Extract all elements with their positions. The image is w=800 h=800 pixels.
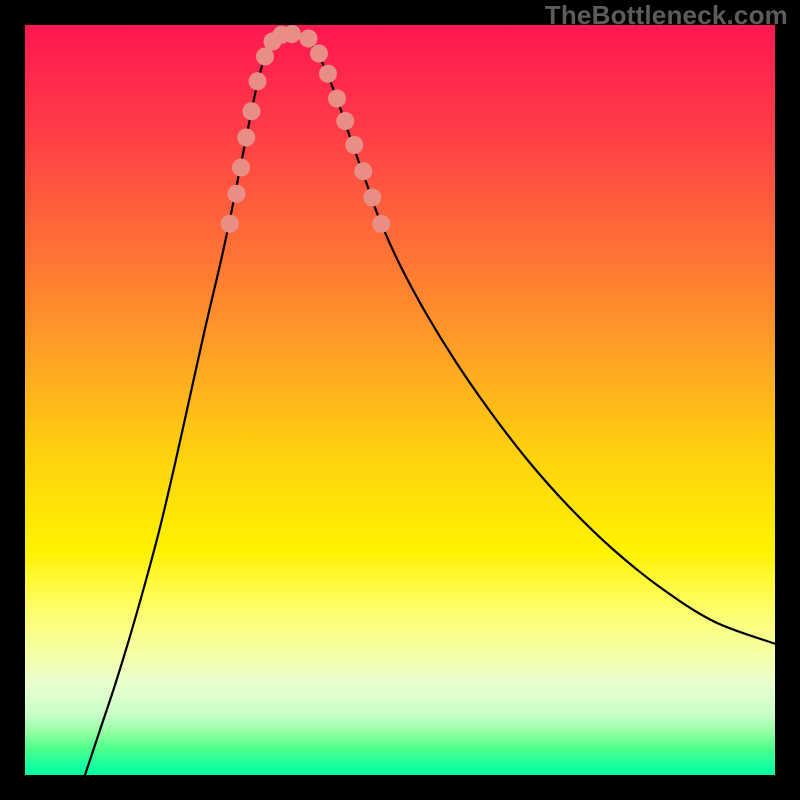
marker-right	[363, 189, 381, 207]
marker-right	[336, 112, 354, 130]
marker-left	[243, 102, 261, 120]
marker-left	[228, 185, 246, 203]
marker-left	[237, 129, 255, 147]
marker-right	[300, 30, 318, 48]
marker-right	[354, 162, 372, 180]
marker-left	[232, 159, 250, 177]
chart-frame: TheBottleneck.com	[0, 0, 800, 800]
bottleneck-chart	[0, 0, 800, 800]
marker-right	[319, 65, 337, 83]
watermark-text: TheBottleneck.com	[545, 0, 788, 31]
marker-right	[345, 136, 363, 154]
marker-left	[249, 72, 267, 90]
marker-left	[283, 25, 301, 43]
marker-right	[310, 45, 328, 63]
plot-background	[25, 25, 775, 775]
marker-left	[221, 215, 239, 233]
marker-right	[372, 215, 390, 233]
marker-right	[328, 90, 346, 108]
